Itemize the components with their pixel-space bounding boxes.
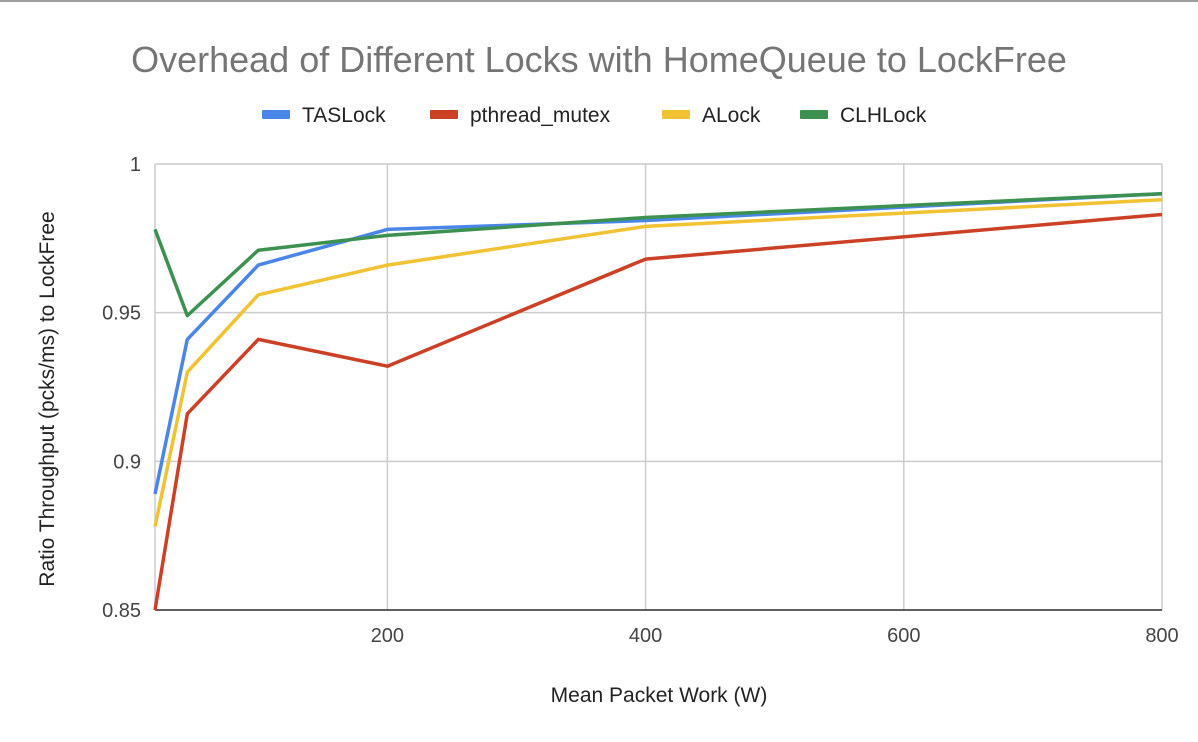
- legend-swatch: [430, 110, 458, 119]
- legend: TASLock pthread_mutex ALock CLHLock: [262, 104, 927, 127]
- series-line-taslock: [153, 191, 1163, 495]
- series-lines: [153, 191, 1163, 611]
- y-tick-label: 1: [130, 154, 141, 176]
- y-tick-label: 0.95: [102, 303, 141, 325]
- y-axis-label: Ratio Throughput (pcks/ms) to LockFree: [36, 211, 59, 586]
- x-tick-label: 600: [887, 625, 920, 647]
- top-border: [0, 0, 1198, 2]
- y-axis-ticks: 0.85 0.9 0.95 1: [102, 154, 141, 622]
- y-tick-label: 0.9: [113, 451, 141, 473]
- legend-swatch: [800, 110, 828, 119]
- x-tick-label: 400: [629, 625, 662, 647]
- x-axis-ticks: 200 400 600 800: [371, 625, 1179, 647]
- x-axis-label: Mean Packet Work (W): [551, 684, 768, 707]
- legend-label: CLHLock: [840, 104, 927, 127]
- grid: [154, 163, 1163, 611]
- legend-swatch: [262, 110, 290, 119]
- series-line-alock: [153, 197, 1163, 528]
- series-line-clhlock: [153, 191, 1163, 318]
- y-tick-label: 0.85: [102, 600, 141, 622]
- legend-label: pthread_mutex: [470, 104, 611, 127]
- series-line-pthread-mutex: [153, 212, 1163, 611]
- legend-label: ALock: [702, 104, 761, 127]
- chart-title: Overhead of Different Locks with HomeQue…: [131, 39, 1067, 80]
- legend-swatch: [662, 110, 690, 119]
- x-tick-label: 200: [371, 625, 404, 647]
- x-tick-label: 800: [1145, 625, 1178, 647]
- legend-label: TASLock: [302, 104, 386, 127]
